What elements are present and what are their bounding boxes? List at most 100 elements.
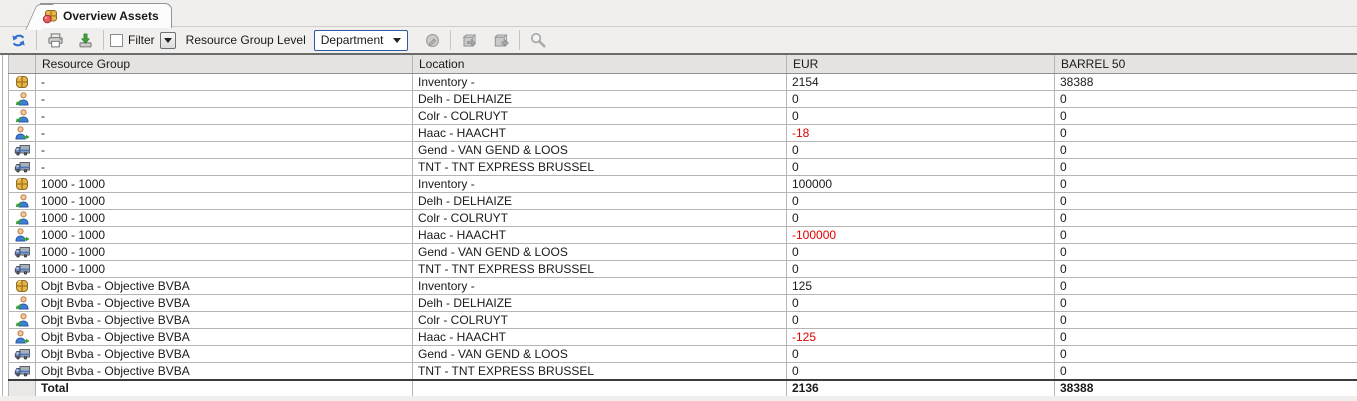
table-row[interactable]: 1000 - 1000 Delh - DELHAIZE 0 0 xyxy=(8,192,1357,210)
eur-cell: 0 xyxy=(786,260,1055,278)
print-button[interactable] xyxy=(43,29,67,51)
column-header-barrel50[interactable]: BARREL 50 xyxy=(1054,55,1357,74)
edit-asset-button-disabled xyxy=(420,29,444,51)
table-row[interactable]: Objt Bvba - Objective BVBA Inventory - 1… xyxy=(8,277,1357,295)
resource-group-cell: Objt Bvba - Objective BVBA xyxy=(35,345,413,363)
row-type-icon-cell xyxy=(8,107,36,125)
column-header-location[interactable]: Location xyxy=(412,55,787,74)
eur-cell: 0 xyxy=(786,107,1055,125)
icon-column-header[interactable] xyxy=(8,55,36,74)
refresh-button[interactable] xyxy=(6,29,30,51)
location-cell: TNT - TNT EXPRESS BRUSSEL xyxy=(412,362,787,380)
resource-group-cell: Objt Bvba - Objective BVBA xyxy=(35,311,413,329)
row-type-icon-cell xyxy=(8,362,36,380)
row-type-icon-cell xyxy=(8,175,36,193)
barrel50-cell: 0 xyxy=(1054,294,1357,312)
total-eur-cell: 2136 xyxy=(786,378,1055,397)
table-row[interactable]: 1000 - 1000 Inventory - 100000 0 xyxy=(8,175,1357,193)
table-row[interactable]: - Colr - COLRUYT 0 0 xyxy=(8,107,1357,125)
table-header-row: Resource Group Location EUR BARREL 50 xyxy=(8,55,1357,74)
barrel50-cell: 0 xyxy=(1054,90,1357,108)
resource-group-cell: Objt Bvba - Objective BVBA xyxy=(35,277,413,295)
location-cell: Colr - COLRUYT xyxy=(412,107,787,125)
row-type-icon-cell xyxy=(8,124,36,142)
column-header-eur[interactable]: EUR xyxy=(786,55,1055,74)
row-type-icon-cell xyxy=(8,73,36,91)
table-row[interactable]: 1000 - 1000 Colr - COLRUYT 0 0 xyxy=(8,209,1357,227)
toolbar-separator xyxy=(450,30,452,50)
barrel50-cell: 38388 xyxy=(1054,73,1357,91)
table-row[interactable]: 1000 - 1000 TNT - TNT EXPRESS BRUSSEL 0 … xyxy=(8,260,1357,278)
eur-cell: 0 xyxy=(786,158,1055,176)
barrel50-cell: 0 xyxy=(1054,175,1357,193)
barrel50-cell: 0 xyxy=(1054,328,1357,346)
resource-group-level-select[interactable]: Department xyxy=(313,29,409,51)
customer-in-icon xyxy=(15,210,29,224)
move-out-button-disabled xyxy=(489,29,513,51)
total-icon-cell xyxy=(8,378,36,397)
row-type-icon-cell xyxy=(8,158,36,176)
resource-group-cell: Objt Bvba - Objective BVBA xyxy=(35,362,413,380)
move-in-button-disabled xyxy=(457,29,481,51)
carrier-truck-icon xyxy=(14,161,30,172)
filter-dropdown-button[interactable] xyxy=(159,31,176,49)
row-type-icon-cell xyxy=(8,260,36,278)
resource-group-cell: - xyxy=(35,107,413,125)
eur-cell: 0 xyxy=(786,141,1055,159)
table-row[interactable]: Objt Bvba - Objective BVBA Gend - VAN GE… xyxy=(8,345,1357,363)
table-row[interactable]: 1000 - 1000 Gend - VAN GEND & LOOS 0 0 xyxy=(8,243,1357,261)
toolbar-separator xyxy=(36,30,37,50)
tab-overview-assets[interactable]: Overview Assets xyxy=(40,3,172,28)
table-row[interactable]: - Delh - DELHAIZE 0 0 xyxy=(8,90,1357,108)
eur-cell: 0 xyxy=(786,192,1055,210)
cube-arrow-in-disabled-icon xyxy=(462,33,477,47)
eur-cell: 0 xyxy=(786,294,1055,312)
row-type-icon-cell xyxy=(8,209,36,227)
toolbar-separator xyxy=(103,30,104,50)
table-row[interactable]: Objt Bvba - Objective BVBA Delh - DELHAI… xyxy=(8,294,1357,312)
customer-in-icon xyxy=(15,193,29,207)
resource-group-cell: - xyxy=(35,90,413,108)
resource-group-cell: - xyxy=(35,158,413,176)
edit-disabled-icon xyxy=(425,33,439,47)
resource-group-cell: 1000 - 1000 xyxy=(35,209,413,227)
location-cell: Haac - HAACHT xyxy=(412,328,787,346)
resource-group-cell: 1000 - 1000 xyxy=(35,192,413,210)
eur-cell: -125 xyxy=(786,328,1055,346)
table-row[interactable]: 1000 - 1000 Haac - HAACHT -100000 0 xyxy=(8,226,1357,244)
resource-group-level-label: Resource Group Level xyxy=(185,33,306,47)
eur-cell: -100000 xyxy=(786,226,1055,244)
row-type-icon-cell xyxy=(8,192,36,210)
table-row[interactable]: Objt Bvba - Objective BVBA Colr - COLRUY… xyxy=(8,311,1357,329)
filter-checkbox[interactable] xyxy=(110,33,123,47)
eur-cell: 0 xyxy=(786,209,1055,227)
carrier-truck-icon xyxy=(14,263,30,274)
carrier-truck-icon xyxy=(14,348,30,359)
tab-strip: Overview Assets xyxy=(0,0,1357,28)
customer-in-icon xyxy=(15,91,29,105)
location-cell: Delh - DELHAIZE xyxy=(412,294,787,312)
eur-cell: 0 xyxy=(786,345,1055,363)
cube-arrow-out-disabled-icon xyxy=(494,33,509,47)
eur-cell: 125 xyxy=(786,277,1055,295)
eur-cell: 100000 xyxy=(786,175,1055,193)
table-row[interactable]: - Gend - VAN GEND & LOOS 0 0 xyxy=(8,141,1357,159)
table-row[interactable]: Objt Bvba - Objective BVBA Haac - HAACHT… xyxy=(8,328,1357,346)
barrel50-cell: 0 xyxy=(1054,158,1357,176)
barrel50-cell: 0 xyxy=(1054,311,1357,329)
carrier-truck-icon xyxy=(14,144,30,155)
barrel50-cell: 0 xyxy=(1054,107,1357,125)
table-row[interactable]: Objt Bvba - Objective BVBA TNT - TNT EXP… xyxy=(8,362,1357,380)
table-body: - Inventory - 2154 38388 - Delh - DELHAI… xyxy=(8,73,1357,380)
row-type-icon-cell xyxy=(8,345,36,363)
carrier-truck-icon xyxy=(14,365,30,376)
table-row[interactable]: - Haac - HAACHT -18 0 xyxy=(8,124,1357,142)
column-header-resource-group[interactable]: Resource Group xyxy=(35,55,413,74)
table-row[interactable]: - TNT - TNT EXPRESS BRUSSEL 0 0 xyxy=(8,158,1357,176)
location-cell: TNT - TNT EXPRESS BRUSSEL xyxy=(412,260,787,278)
export-button[interactable] xyxy=(73,29,97,51)
resource-group-cell: Objt Bvba - Objective BVBA xyxy=(35,294,413,312)
table-row[interactable]: - Inventory - 2154 38388 xyxy=(8,73,1357,91)
total-location-cell xyxy=(412,378,787,397)
